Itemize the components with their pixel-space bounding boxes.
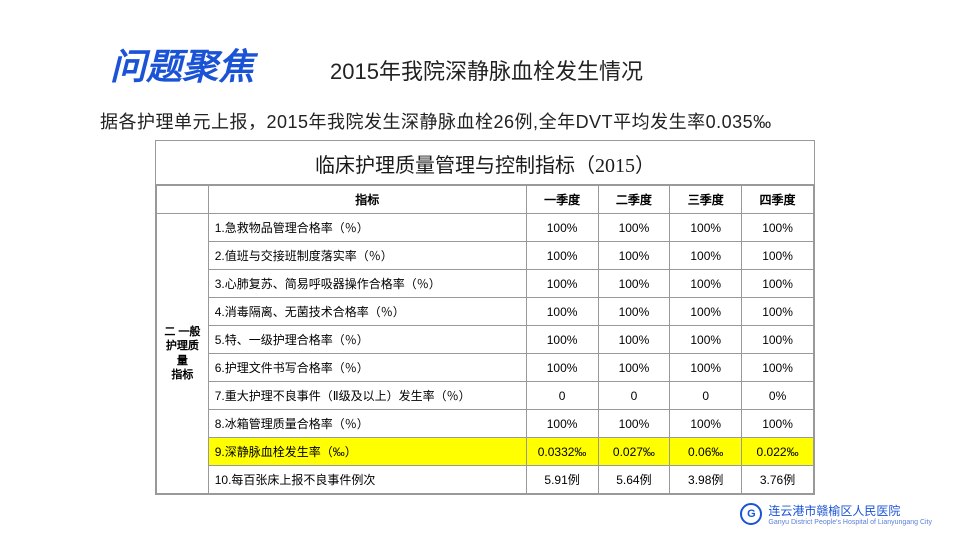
indicator-value: 100% (526, 242, 598, 270)
slide-subtitle: 2015年我院深静脉血栓发生情况 (330, 54, 643, 86)
indicator-label: 9.深静脉血栓发生率（‰） (208, 438, 526, 466)
indicator-label: 5.特、一级护理合格率（％） (208, 326, 526, 354)
table-row: 5.特、一级护理合格率（％）100%100%100%100% (157, 326, 814, 354)
indicator-label: 7.重大护理不良事件（Ⅱ级及以上）发生率（％） (208, 382, 526, 410)
indicator-value: 0.022‰ (742, 438, 814, 466)
indicator-value: 3.76例 (742, 466, 814, 494)
indicator-value: 0 (526, 382, 598, 410)
indicator-value: 5.91例 (526, 466, 598, 494)
indicator-value: 100% (598, 242, 670, 270)
slide-title: 问题聚焦 (110, 38, 254, 90)
indicator-value: 3.98例 (670, 466, 742, 494)
indicator-value: 100% (742, 242, 814, 270)
indicator-value: 100% (598, 298, 670, 326)
indicator-table-container: 临床护理质量管理与控制指标（2015） 指标 一季度 二季度 三季度 四季度 二… (155, 140, 815, 495)
indicator-value: 0.06‰ (670, 438, 742, 466)
header-q4: 四季度 (742, 186, 814, 214)
indicator-value: 5.64例 (598, 466, 670, 494)
indicator-label: 6.护理文件书写合格率（％） (208, 354, 526, 382)
indicator-label: 2.值班与交接班制度落实率（％） (208, 242, 526, 270)
footer-logo: G 连云港市赣榆区人民医院 Ganyu District People's Ho… (740, 502, 932, 526)
table-row: 8.冰箱管理质量合格率（％）100%100%100%100% (157, 410, 814, 438)
indicator-label: 8.冰箱管理质量合格率（％） (208, 410, 526, 438)
indicator-value: 100% (598, 214, 670, 242)
header-indicator: 指标 (208, 186, 526, 214)
slide-description: 据各护理单元上报，2015年我院发生深静脉血栓26例,全年DVT平均发生率0.0… (100, 108, 772, 134)
logo-icon: G (740, 503, 762, 525)
indicator-value: 100% (526, 270, 598, 298)
header-q3: 三季度 (670, 186, 742, 214)
table-row: 4.消毒隔离、无菌技术合格率（％）100%100%100%100% (157, 298, 814, 326)
indicator-value: 100% (670, 214, 742, 242)
footer-org-en: Ganyu District People's Hospital of Lian… (768, 519, 932, 526)
indicator-label: 4.消毒隔离、无菌技术合格率（％） (208, 298, 526, 326)
indicator-label: 3.心肺复苏、简易呼吸器操作合格率（％） (208, 270, 526, 298)
indicator-value: 100% (598, 326, 670, 354)
table-row: 9.深静脉血栓发生率（‰）0.0332‰0.027‰0.06‰0.022‰ (157, 438, 814, 466)
indicator-value: 100% (526, 410, 598, 438)
table-row: 7.重大护理不良事件（Ⅱ级及以上）发生率（％）0000% (157, 382, 814, 410)
table-row: 3.心肺复苏、简易呼吸器操作合格率（％）100%100%100%100% (157, 270, 814, 298)
indicator-value: 100% (526, 214, 598, 242)
indicator-table: 指标 一季度 二季度 三季度 四季度 二 一般 护理质量 指标1.急救物品管理合… (156, 185, 814, 494)
indicator-value: 100% (526, 326, 598, 354)
indicator-value: 100% (670, 354, 742, 382)
indicator-value: 0% (742, 382, 814, 410)
header-blank (157, 186, 209, 214)
indicator-value: 0.027‰ (598, 438, 670, 466)
header-q1: 一季度 (526, 186, 598, 214)
indicator-value: 0 (670, 382, 742, 410)
indicator-value: 100% (598, 354, 670, 382)
table-caption: 临床护理质量管理与控制指标（2015） (156, 141, 814, 185)
indicator-value: 100% (670, 410, 742, 438)
indicator-value: 100% (670, 326, 742, 354)
indicator-value: 0.0332‰ (526, 438, 598, 466)
indicator-value: 100% (742, 270, 814, 298)
table-header-row: 指标 一季度 二季度 三季度 四季度 (157, 186, 814, 214)
indicator-value: 100% (598, 270, 670, 298)
indicator-value: 100% (670, 270, 742, 298)
indicator-value: 100% (742, 298, 814, 326)
indicator-value: 100% (670, 242, 742, 270)
indicator-value: 100% (670, 298, 742, 326)
indicator-label: 1.急救物品管理合格率（％） (208, 214, 526, 242)
indicator-value: 100% (742, 354, 814, 382)
footer-org-zh: 连云港市赣榆区人民医院 (768, 504, 900, 518)
table-row: 二 一般 护理质量 指标1.急救物品管理合格率（％）100%100%100%10… (157, 214, 814, 242)
indicator-value: 0 (598, 382, 670, 410)
indicator-value: 100% (742, 326, 814, 354)
header-q2: 二季度 (598, 186, 670, 214)
indicator-value: 100% (742, 410, 814, 438)
table-row: 10.每百张床上报不良事件例次5.91例5.64例3.98例3.76例 (157, 466, 814, 494)
indicator-value: 100% (742, 214, 814, 242)
table-row: 6.护理文件书写合格率（％）100%100%100%100% (157, 354, 814, 382)
indicator-value: 100% (598, 410, 670, 438)
indicator-label: 10.每百张床上报不良事件例次 (208, 466, 526, 494)
table-row: 2.值班与交接班制度落实率（％）100%100%100%100% (157, 242, 814, 270)
indicator-value: 100% (526, 354, 598, 382)
indicator-value: 100% (526, 298, 598, 326)
row-group-header: 二 一般 护理质量 指标 (157, 214, 209, 494)
